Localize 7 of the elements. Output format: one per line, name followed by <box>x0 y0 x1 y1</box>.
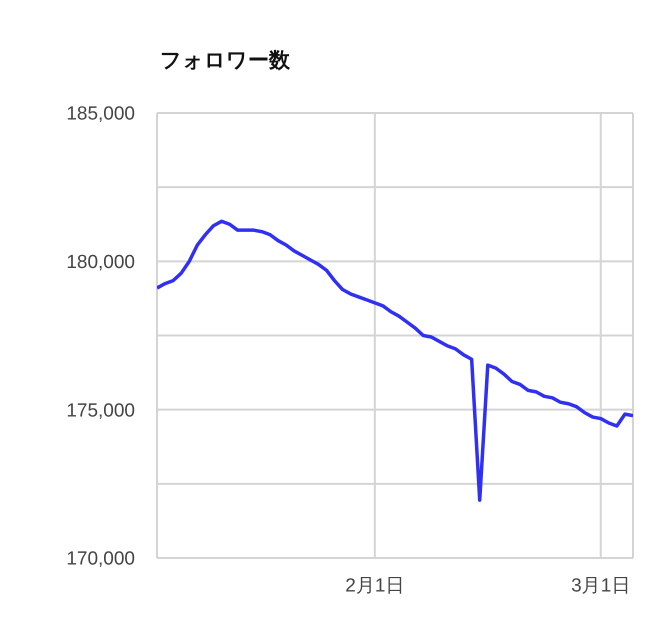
y-tick-label: 180,000 <box>66 252 135 274</box>
x-tick-label: 2月1日 <box>345 575 404 596</box>
x-tick-label: 3月1日 <box>571 575 630 596</box>
chart-title: フォロワー数 <box>160 47 290 74</box>
y-tick-label: 185,000 <box>66 104 135 125</box>
y-tick-label: 175,000 <box>66 400 135 422</box>
y-tick-label: 170,000 <box>66 548 135 570</box>
